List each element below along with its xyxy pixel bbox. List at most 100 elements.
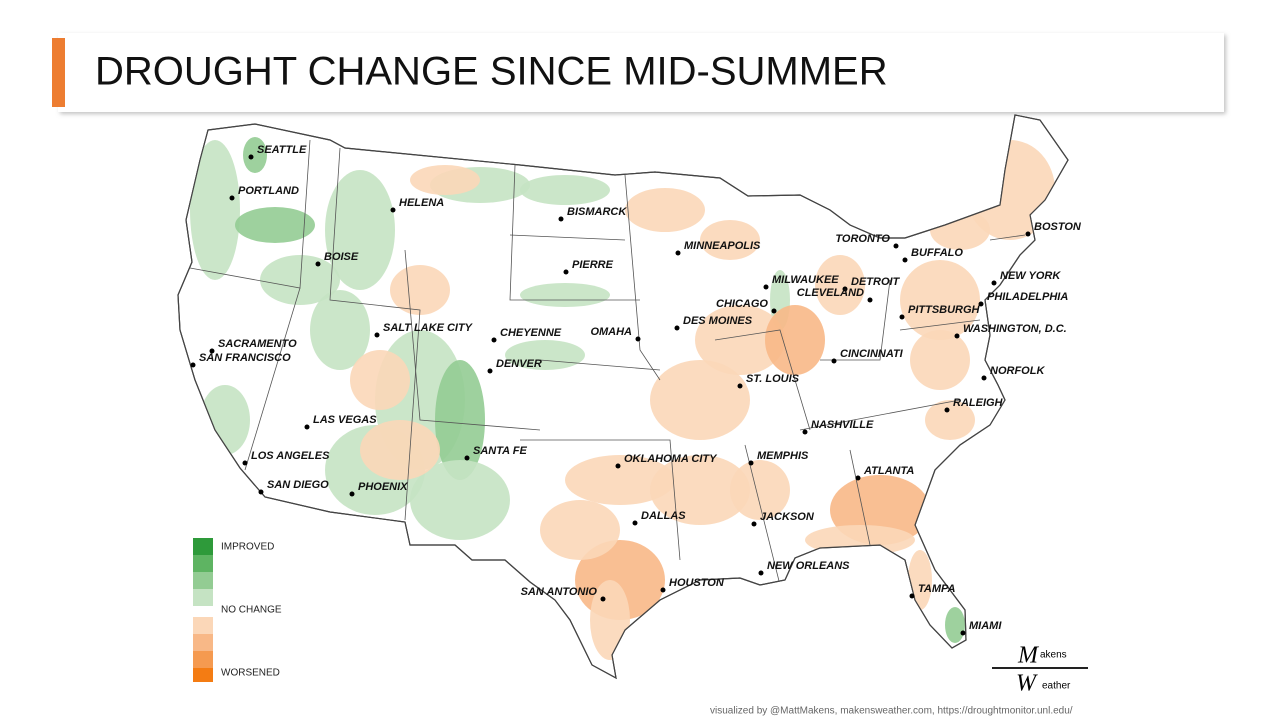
city-dot <box>978 301 984 307</box>
drought-area <box>805 525 915 555</box>
state-line <box>539 359 661 371</box>
drought-area <box>435 360 485 480</box>
city-label: BUFFALO <box>911 247 963 259</box>
drought-area <box>310 290 370 370</box>
logo-initial: W <box>1016 671 1038 697</box>
city-dot <box>248 154 254 160</box>
city-label: SAN DIEGO <box>267 479 329 491</box>
city-dot <box>981 375 987 381</box>
state-line <box>820 279 891 361</box>
city-dot <box>855 475 861 481</box>
title-box <box>58 33 1224 112</box>
city-dot <box>229 195 235 201</box>
city-label: MIAMI <box>969 620 1002 632</box>
drought-area <box>235 207 315 243</box>
city-label: DALLAS <box>641 510 686 522</box>
city-label: SANTA FE <box>473 445 527 457</box>
drought-area <box>360 420 440 480</box>
city-dot <box>1025 231 1031 237</box>
city-dot <box>209 348 215 354</box>
drought-area <box>910 330 970 390</box>
city-label: NEW ORLEANS <box>767 560 850 572</box>
city-label: CHEYENNE <box>500 327 562 339</box>
drought-area <box>650 360 750 440</box>
city-dot <box>674 325 680 331</box>
city-label: BOISE <box>324 251 359 263</box>
credit: visualized by @MattMakens, makensweather… <box>710 706 1073 717</box>
drought-area <box>930 210 990 250</box>
legend-label: WORSENED <box>221 668 280 679</box>
city-dot <box>867 297 873 303</box>
city-label: ST. LOUIS <box>746 373 800 385</box>
city-label: HELENA <box>399 197 444 209</box>
city-label: HOUSTON <box>669 577 725 589</box>
city-dot <box>258 489 264 495</box>
city-label: ATLANTA <box>863 465 914 477</box>
city-label: BISMARCK <box>567 206 627 218</box>
legend-swatch <box>193 668 213 682</box>
city-label: SAN ANTONIO <box>521 586 598 598</box>
city-label: DENVER <box>496 358 542 370</box>
city-dot <box>660 587 666 593</box>
city-label: MEMPHIS <box>757 450 809 462</box>
state-line <box>509 164 640 301</box>
city-label: PITTSBURGH <box>908 304 981 316</box>
city-label: SAN FRANCISCO <box>199 352 291 364</box>
city-dot <box>748 460 754 466</box>
drought-area <box>390 265 450 315</box>
city-dot <box>487 368 493 374</box>
state-line <box>899 319 981 331</box>
city-dot <box>802 429 808 435</box>
state-lines <box>189 139 1026 586</box>
city-label: LAS VEGAS <box>313 414 377 426</box>
city-dot <box>600 596 606 602</box>
city-label: OKLAHOMA CITY <box>624 453 718 465</box>
drought-area <box>520 283 610 307</box>
drought-area <box>625 188 705 232</box>
city-label: CINCINNATI <box>840 348 904 360</box>
state-line <box>714 329 811 431</box>
city-label: PIERRE <box>572 259 614 271</box>
city-label: NORFOLK <box>990 365 1045 377</box>
drought-area <box>410 460 510 540</box>
city-dot <box>954 333 960 339</box>
city-label: MINNEAPOLIS <box>684 240 761 252</box>
city-label: MILWAUKEE <box>772 274 839 286</box>
city-dot <box>464 455 470 461</box>
drought-area <box>765 305 825 375</box>
city-label: DETROIT <box>851 276 901 288</box>
city-label: NEW YORK <box>1000 270 1061 282</box>
legend-swatch <box>193 555 213 572</box>
city-label: DES MOINES <box>683 315 753 327</box>
drought-area <box>695 305 785 375</box>
city-dot <box>315 261 321 267</box>
drought-area <box>505 340 585 370</box>
city-dot <box>771 308 777 314</box>
city-dot <box>675 250 681 256</box>
city-dot <box>763 284 769 290</box>
legend-swatch <box>193 617 213 634</box>
drought-area <box>650 455 750 525</box>
drought-area <box>565 455 675 505</box>
city-dot <box>304 424 310 430</box>
city-dot <box>491 337 497 343</box>
cities: SEATTLE PORTLAND HELENA BISMARCK BOISE MINNEA… <box>190 144 1082 636</box>
city-dot <box>563 269 569 275</box>
title: DROUGHT CHANGE SINCE MID-SUMMER <box>95 50 888 94</box>
drought-area <box>325 170 395 290</box>
state-line <box>509 234 626 241</box>
drought-area <box>260 255 340 305</box>
city-dot <box>374 332 380 338</box>
drought-area <box>925 400 975 440</box>
drought-areas <box>190 137 1055 660</box>
logo: M akens W eather <box>992 643 1088 697</box>
city-label: LOS ANGELES <box>251 450 330 462</box>
legend-swatch <box>193 589 213 606</box>
drought-area <box>730 460 790 520</box>
city-label: PHILADELPHIA <box>987 291 1068 303</box>
logo-initial: M <box>1017 643 1040 669</box>
city-dot <box>737 383 743 389</box>
drought-area <box>700 220 760 260</box>
city-label: NASHVILLE <box>811 419 874 431</box>
state-line <box>520 439 681 561</box>
